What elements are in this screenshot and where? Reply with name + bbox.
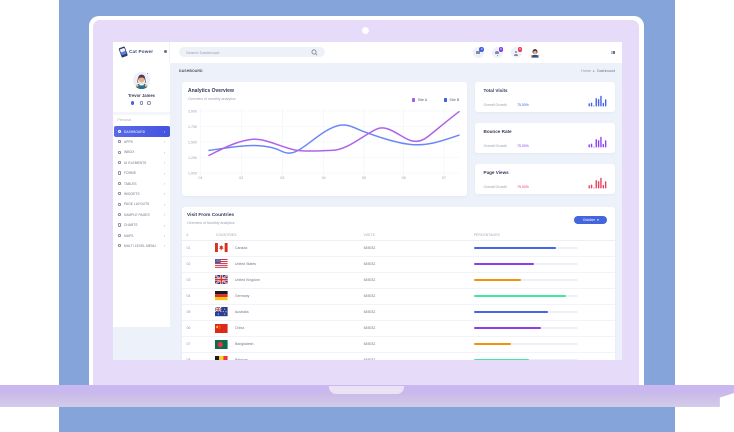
svg-text:1,500: 1,500 bbox=[188, 140, 197, 144]
svg-text:01: 01 bbox=[199, 176, 203, 180]
svg-text:03: 03 bbox=[280, 176, 284, 180]
svg-text:2,000: 2,000 bbox=[188, 109, 197, 113]
svg-text:1,250: 1,250 bbox=[188, 156, 197, 160]
svg-text:04: 04 bbox=[322, 176, 326, 180]
svg-text:07: 07 bbox=[442, 176, 446, 180]
svg-text:05: 05 bbox=[362, 176, 366, 180]
svg-text:1,750: 1,750 bbox=[188, 125, 197, 129]
svg-text:06: 06 bbox=[402, 176, 406, 180]
svg-text:1,000: 1,000 bbox=[188, 171, 197, 175]
svg-text:02: 02 bbox=[239, 176, 243, 180]
